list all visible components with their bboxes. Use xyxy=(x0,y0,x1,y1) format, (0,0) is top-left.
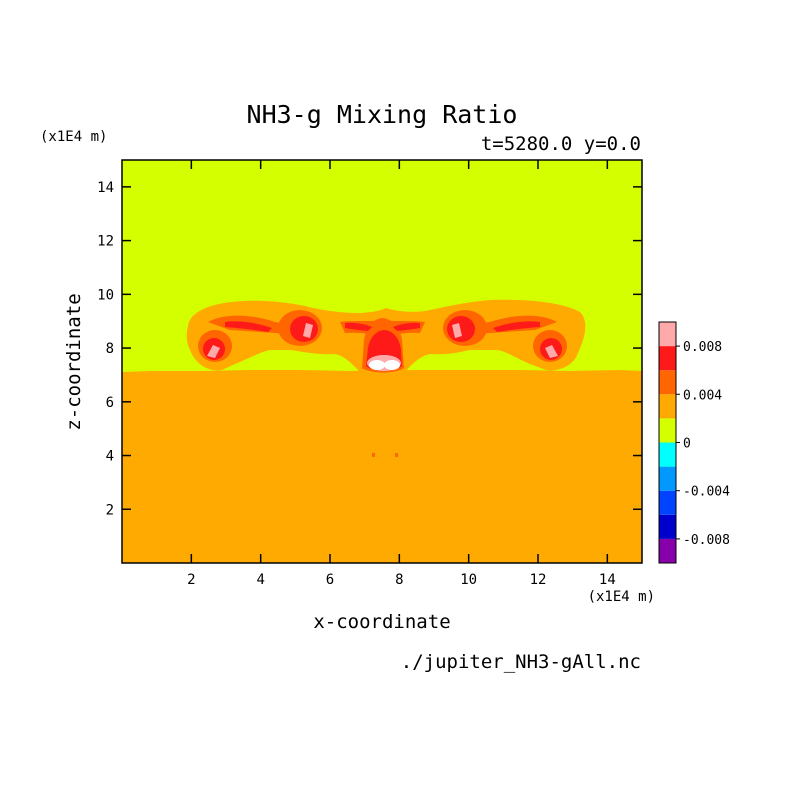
plot-area xyxy=(122,160,642,563)
x-tick-label: 14 xyxy=(599,572,616,588)
x-tick-label: 12 xyxy=(530,572,547,588)
x-unit-label: (x1E4 m) xyxy=(588,589,655,605)
colorbar-tick-label: 0.008 xyxy=(683,340,722,355)
y-tick-label: 2 xyxy=(106,502,114,518)
colorbar-swatch xyxy=(659,466,676,491)
colorbar-swatch xyxy=(659,370,676,395)
colorbar-swatch xyxy=(659,418,676,443)
y-tick-label: 8 xyxy=(106,341,114,357)
y-tick-label: 12 xyxy=(97,234,114,250)
y-tick-label: 6 xyxy=(106,395,114,411)
x-axis: 2 4 6 8 10 12 14 xyxy=(187,160,616,588)
x-tick-label: 8 xyxy=(395,572,403,588)
colorbar: 0.008 0.004 0 -0.004 -0.008 xyxy=(658,321,730,564)
y-tick-label: 10 xyxy=(97,287,114,303)
chart-subtitle: t=5280.0 y=0.0 xyxy=(481,133,641,155)
lower-region xyxy=(122,370,642,563)
colorbar-swatch xyxy=(659,490,676,515)
speck xyxy=(395,453,398,457)
colorbar-tick-label: 0.004 xyxy=(683,388,722,403)
plot-frame xyxy=(121,159,643,564)
colorbar-swatch xyxy=(659,394,676,419)
colorbar-swatch xyxy=(659,442,676,467)
x-tick-label: 4 xyxy=(256,572,264,588)
colorbar-swatch xyxy=(659,538,676,563)
colorbar-tick-label: 0 xyxy=(683,437,691,452)
x-tick-label: 2 xyxy=(187,572,195,588)
y-tick-label: 14 xyxy=(97,180,114,196)
colorbar-swatch xyxy=(659,514,676,539)
colorbar-swatch xyxy=(659,322,676,347)
x-tick-label: 10 xyxy=(460,572,477,588)
chart-title: NH3-g Mixing Ratio xyxy=(247,100,518,129)
colorbar-tick-label: -0.004 xyxy=(683,485,730,500)
x-tick-label: 6 xyxy=(326,572,334,588)
speck xyxy=(372,453,375,457)
plume-max xyxy=(369,360,400,370)
source-file-label: ./jupiter_NH3-gAll.nc xyxy=(401,651,641,673)
y-axis: 2 4 6 8 10 12 14 xyxy=(97,180,642,518)
colorbar-swatch xyxy=(659,346,676,371)
y-axis-label: z-coordinate xyxy=(63,293,85,430)
y-tick-label: 4 xyxy=(106,449,114,465)
x-axis-label: x-coordinate xyxy=(313,611,450,633)
colorbar-tick-label: -0.008 xyxy=(683,533,730,548)
y-unit-label: (x1E4 m) xyxy=(40,129,107,145)
